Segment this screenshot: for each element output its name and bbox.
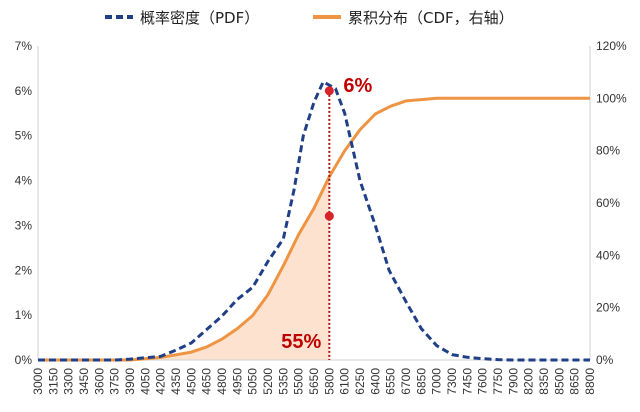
legend-cdf-label: 累积分布（CDF，右轴）: [348, 9, 514, 27]
x-tick-label: 5650: [307, 368, 321, 395]
x-tick-label: 4800: [215, 368, 229, 395]
x-tick-label: 4050: [138, 368, 152, 395]
x-tick-label: 7900: [506, 368, 520, 395]
x-tick-label: 7450: [460, 368, 474, 395]
y-left-tick-label: 2%: [15, 263, 33, 277]
y-right-tick-label: 60%: [596, 196, 620, 210]
x-tick-label: 3750: [108, 368, 122, 395]
y-left-tick-label: 7%: [15, 39, 33, 53]
x-tick-label: 6850: [414, 368, 428, 395]
x-tick-label: 3300: [62, 368, 76, 395]
x-tick-label: 3600: [92, 368, 106, 395]
y-right-tick-label: 120%: [596, 39, 627, 53]
x-tick-label: 8500: [552, 368, 566, 395]
y-left-tick-label: 3%: [15, 218, 33, 232]
y-right-tick-label: 20%: [596, 301, 620, 315]
x-tick-label: 4950: [230, 368, 244, 395]
x-tick-label: 6400: [368, 368, 382, 395]
x-tick-label: 5800: [322, 368, 336, 395]
y-left-tick-label: 4%: [15, 174, 33, 188]
x-tick-label: 6550: [384, 368, 398, 395]
cdf-value-annotation: 55%: [281, 331, 321, 353]
x-tick-label: 4500: [184, 368, 198, 395]
x-tick-label: 4350: [169, 368, 183, 395]
x-tick-label: 5350: [276, 368, 290, 395]
x-tick-label: 6250: [353, 368, 367, 395]
y-left-tick-label: 0%: [15, 353, 33, 367]
x-tick-label: 6100: [338, 368, 352, 395]
y-right-tick-label: 100%: [596, 91, 627, 105]
x-tick-label: 4650: [200, 368, 214, 395]
cdf-area-fill: [38, 176, 330, 360]
y-right-tick-label: 40%: [596, 248, 620, 262]
x-tick-label: 8800: [583, 368, 597, 395]
marker-layer: [324, 86, 334, 360]
x-tick-label: 5200: [261, 368, 275, 395]
series-layer: [38, 80, 590, 362]
y-right-tick-label: 0%: [596, 353, 614, 367]
tick-labels: 0% 1% 2% 3% 4% 5% 6% 7% 0% 20% 40% 60% 80% 100% 120% 30…: [15, 39, 627, 395]
x-tick-label: 3450: [77, 368, 91, 395]
x-tick-label: 7750: [491, 368, 505, 395]
y-right-tick-label: 80%: [596, 144, 620, 158]
pdf-marker-dot: [324, 86, 334, 96]
x-tick-label: 8350: [537, 368, 551, 395]
x-tick-label: 7600: [476, 368, 490, 395]
x-tick-label: 3000: [31, 368, 45, 395]
x-tick-label: 8650: [568, 368, 582, 395]
legend: 概率密度（PDF） 累积分布（CDF，右轴）: [105, 9, 514, 27]
x-tick-label: 8200: [522, 368, 536, 395]
cdf-area-fill-layer: [38, 176, 330, 360]
x-tick-label: 5500: [292, 368, 306, 395]
x-tick-label: 6700: [399, 368, 413, 395]
legend-pdf-label: 概率密度（PDF）: [140, 9, 259, 27]
x-tick-label: 3900: [123, 368, 137, 395]
x-tick-label: 5050: [246, 368, 260, 395]
y-left-tick-label: 6%: [15, 84, 33, 98]
cdf-line: [38, 96, 590, 362]
x-tick-label: 7000: [430, 368, 444, 395]
pdf-value-annotation: 6%: [343, 75, 372, 97]
x-tick-label: 4200: [154, 368, 168, 395]
cdf-marker-dot: [324, 211, 334, 221]
x-tick-label: 3150: [46, 368, 60, 395]
y-left-tick-label: 1%: [15, 308, 33, 322]
x-tick-label: 7300: [445, 368, 459, 395]
y-left-tick-label: 5%: [15, 129, 33, 143]
